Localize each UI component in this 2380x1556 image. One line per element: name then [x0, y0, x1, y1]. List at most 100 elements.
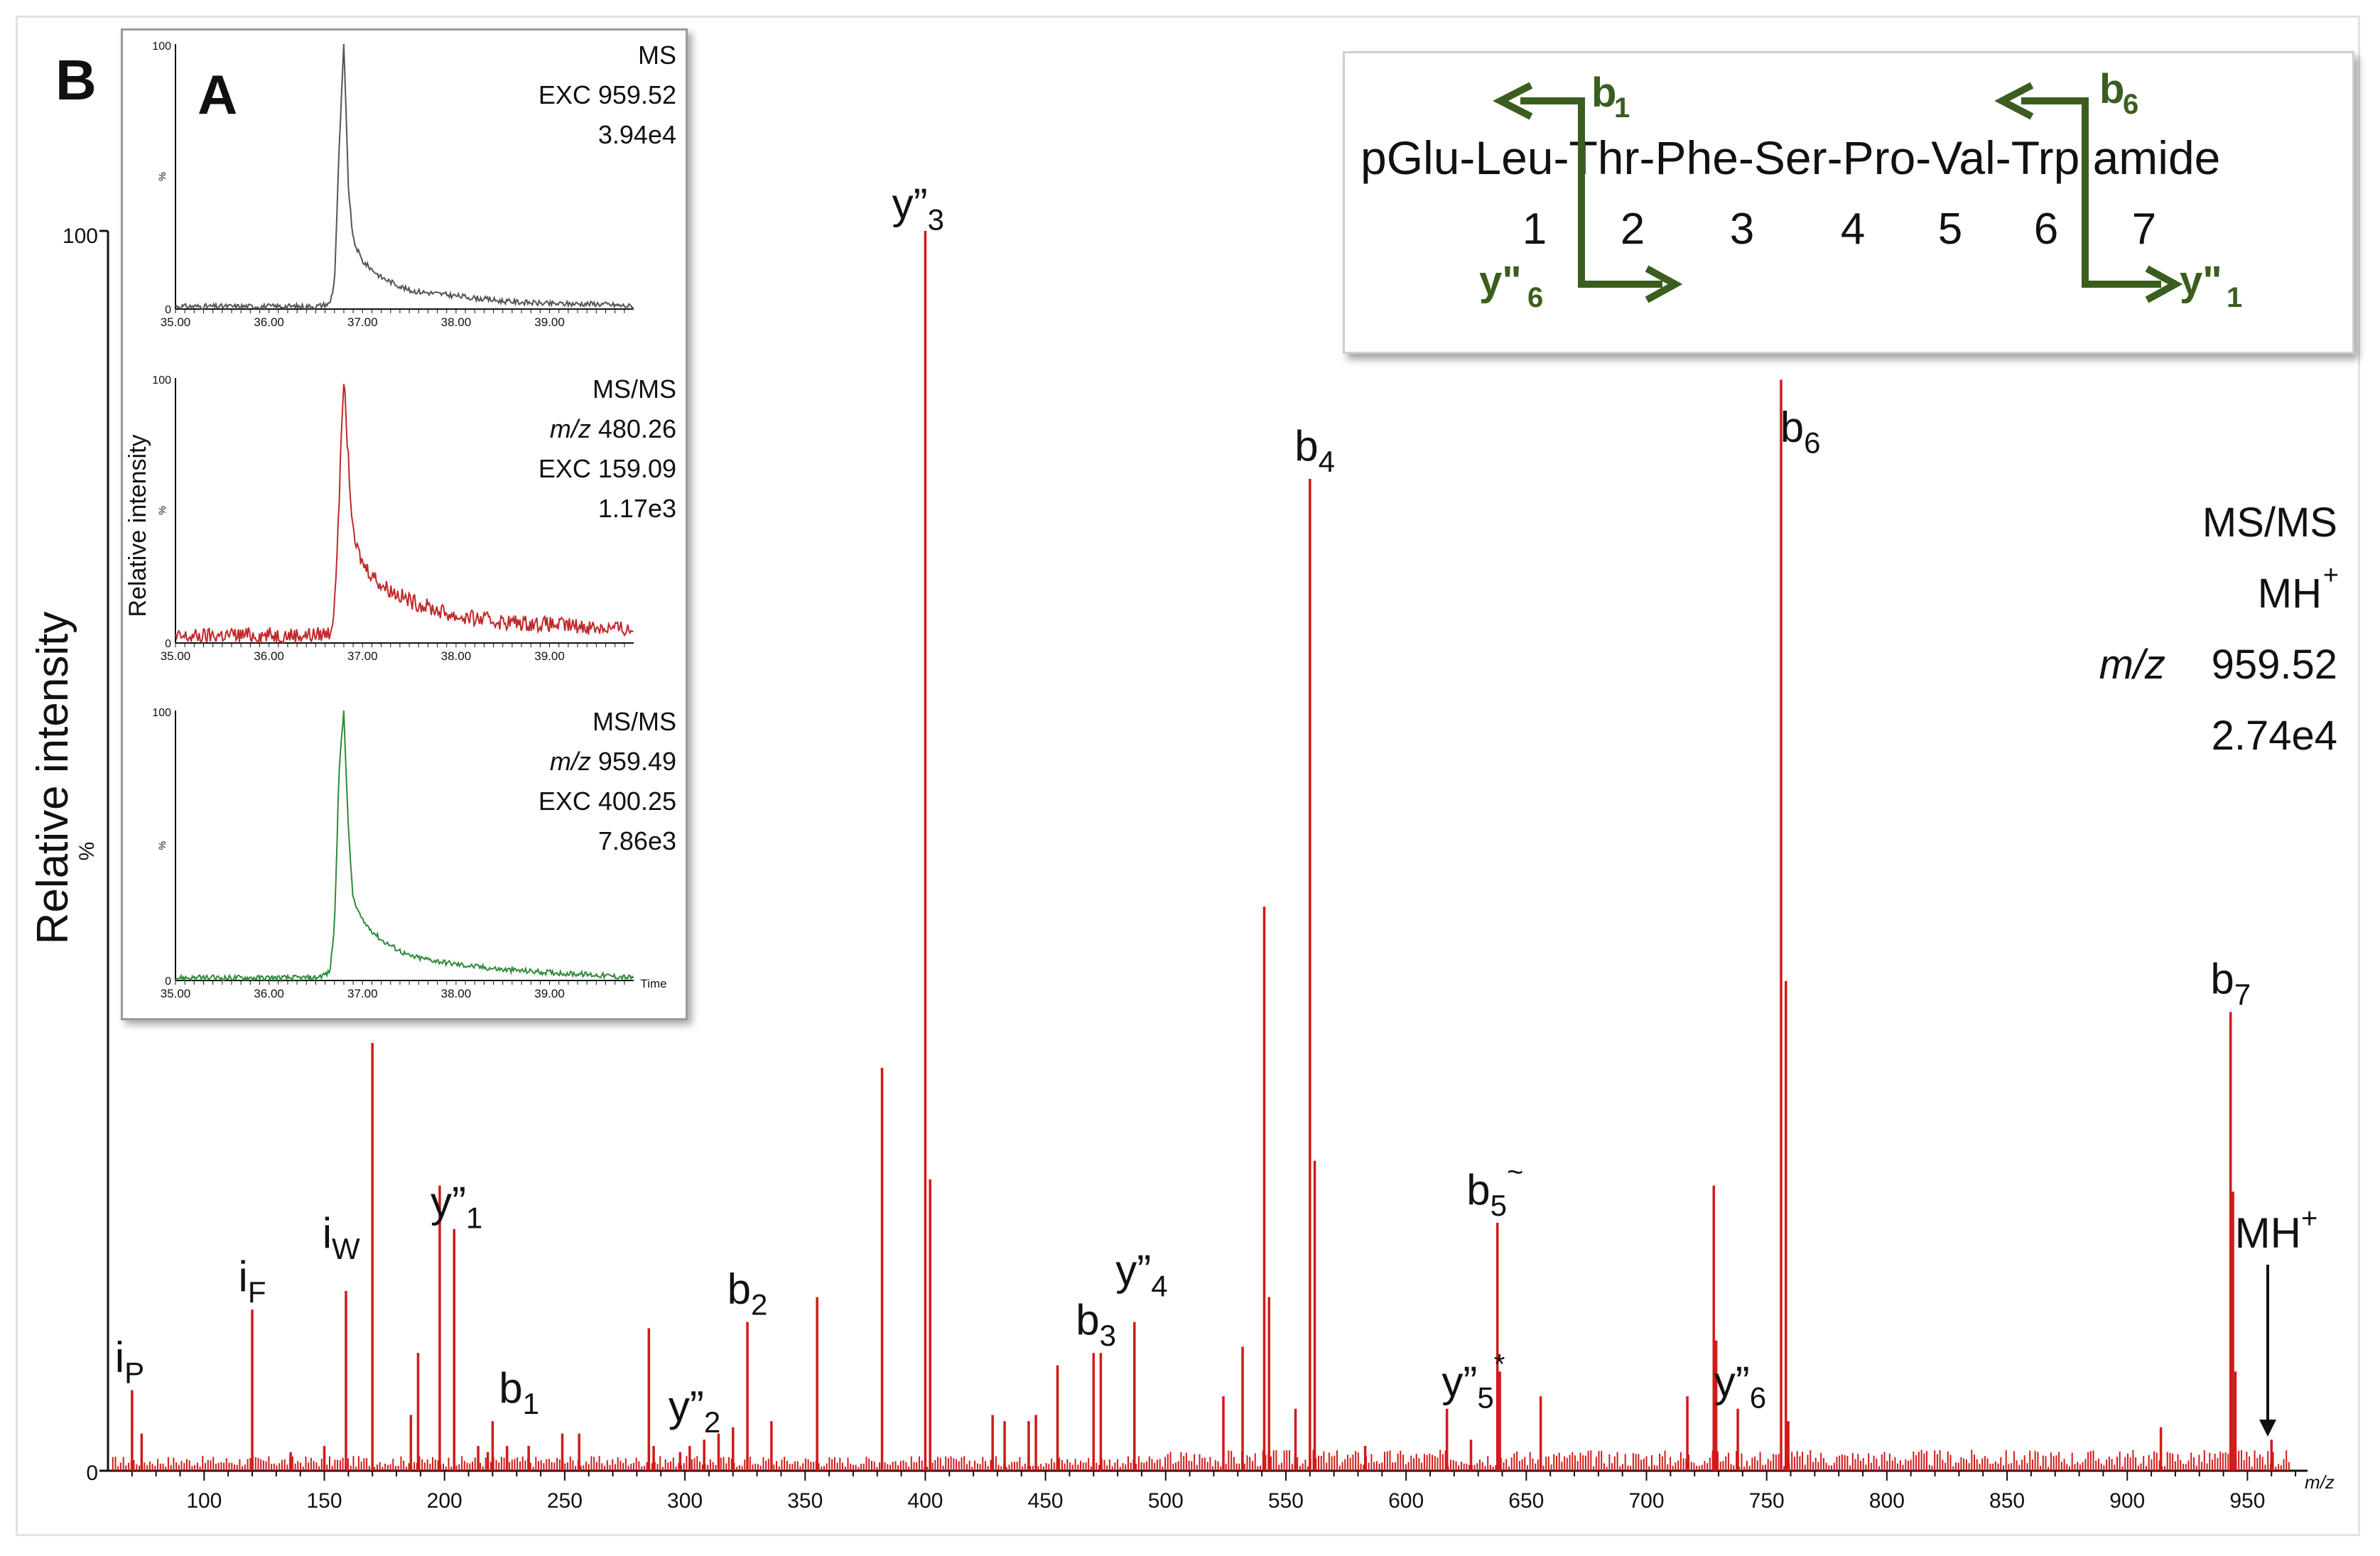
inset-x-tick-label: 36.00	[254, 315, 284, 329]
info-intensity: 2.74e4	[2212, 713, 2337, 759]
label-y6-sub: 6	[1527, 282, 1543, 313]
x-tick-label-400: 400	[907, 1489, 943, 1513]
inset-x-tick-label: 35.00	[161, 315, 191, 329]
x-tick-label-100: 100	[186, 1489, 222, 1513]
inset-trace-3-info-1: m/z 959.49	[550, 747, 676, 776]
b1-arrow-line	[1520, 97, 1585, 284]
x-tick-label-300: 300	[667, 1489, 703, 1513]
position-7: 7	[2132, 205, 2156, 254]
info-mh: MH	[2258, 571, 2322, 617]
label-y1-sub: 1	[2227, 282, 2242, 313]
inset-x-tick-label: 38.00	[441, 987, 472, 1000]
inset-y-tick-100: 100	[152, 707, 171, 719]
info-mz-label: m/z	[2099, 642, 2165, 688]
peak-label-b1: b1	[499, 1364, 539, 1420]
inset-x-tick-label: 36.00	[254, 649, 284, 663]
inset-trace-2-info-3: 1.17e3	[598, 494, 676, 523]
inset-trace-2-info-1: m/z 480.26	[550, 414, 676, 443]
inset-trace-3	[175, 710, 634, 983]
inset-trace-1-info-2: 3.94e4	[598, 120, 676, 149]
b6-arrow-line	[2021, 97, 2089, 284]
inset-y-unit: %	[156, 506, 168, 514]
inset-x-tick-label: 37.00	[347, 315, 378, 329]
label-y1: y"	[2180, 258, 2222, 304]
x-tick-label-500: 500	[1148, 1489, 1184, 1513]
x-tick-label-800: 800	[1869, 1489, 1905, 1513]
position-4: 4	[1841, 205, 1865, 254]
x-tick-label-250: 250	[547, 1489, 583, 1513]
spectrum-y-tick-100: 100	[63, 225, 98, 248]
inset-x-tick-label: 38.00	[441, 649, 472, 663]
x-tick-label-200: 200	[427, 1489, 463, 1513]
inset-y-axis-label: Relative intensity	[124, 434, 151, 617]
panel-label-a: A	[198, 63, 237, 126]
position-1: 1	[1522, 205, 1547, 254]
label-b6: b	[2099, 66, 2124, 112]
panel-label-b: B	[55, 48, 97, 112]
info-mz-value: 959.52	[2212, 642, 2337, 688]
y1-arrow-line	[2082, 101, 2161, 288]
inset-x-tick-label: 39.00	[534, 315, 565, 329]
inset-y-unit: %	[156, 172, 168, 180]
inset-trace-2-info-0: MS/MS	[593, 374, 676, 404]
x-tick-label-550: 550	[1268, 1489, 1304, 1513]
inset-x-tick-label: 39.00	[534, 649, 565, 663]
y6-arrow-line	[1578, 101, 1662, 288]
info-msms: MS/MS	[2202, 499, 2337, 546]
y1-arrow-head	[2145, 265, 2183, 303]
inset-x-tick-label: 39.00	[534, 987, 565, 1000]
x-tick-label-700: 700	[1628, 1489, 1664, 1513]
b6-arrow-head	[1994, 82, 2034, 120]
position-6: 6	[2034, 205, 2058, 254]
inset-y-tick-0: 0	[165, 976, 171, 988]
sequence-positions: 1 2 3 4 5 6 7	[1522, 205, 2156, 254]
inset-trace-3-info-0: MS/MS	[593, 707, 676, 736]
x-tick-label-650: 650	[1508, 1489, 1544, 1513]
x-tick-label-450: 450	[1028, 1489, 1064, 1513]
label-b6-sub: 6	[2123, 89, 2138, 120]
inset-x-tick-label: 37.00	[347, 987, 378, 1000]
x-tick-label-850: 850	[1989, 1489, 2025, 1513]
x-tick-label-750: 750	[1749, 1489, 1785, 1513]
label-b1-sub: 1	[1614, 92, 1630, 124]
label-b1: b	[1591, 70, 1616, 116]
fragment-labels: b 1 b 6 y" 6 y" 1	[1479, 66, 2242, 313]
inset-trace-3-info-3: 7.86e3	[598, 826, 676, 855]
x-tick-label-150: 150	[306, 1489, 342, 1513]
spectrum-y-axis-label: Relative intensity	[28, 612, 77, 945]
inset-plots: 100 0% 35.00 36.00 37.00 38.00 39.00 MS EXC 959.…	[152, 40, 676, 1000]
inset-x-tick-label: 37.00	[347, 649, 378, 663]
x-tick-label-350: 350	[787, 1489, 823, 1513]
inset-x-tick-label: 35.00	[161, 649, 191, 663]
spectrum-peaks	[112, 231, 2290, 1471]
baseline-noise	[112, 1449, 2290, 1471]
inset-trace-1-info-0: MS	[638, 40, 676, 70]
inset-x-tick-label: 36.00	[254, 987, 284, 1000]
inset-x-tick-label: 35.00	[161, 987, 191, 1000]
spectrum-x-unit: m/z	[2305, 1471, 2335, 1493]
fragment-arrows	[1493, 82, 2183, 303]
sequence-box	[1343, 51, 2354, 354]
x-tick-label-600: 600	[1388, 1489, 1424, 1513]
inset-trace-2	[175, 384, 634, 644]
inset-x-tick-label: 38.00	[441, 315, 472, 329]
y6-arrow-head	[1645, 265, 1683, 303]
inset-trace-1	[175, 43, 634, 312]
spectrum-y-unit: %	[75, 842, 99, 861]
inset-y-tick-0: 0	[165, 304, 171, 316]
position-2: 2	[1621, 205, 1645, 254]
inset-y-tick-100: 100	[152, 40, 171, 53]
inset-trace-3-info-2: EXC 400.25	[539, 787, 676, 816]
x-tick-label-950: 950	[2229, 1489, 2265, 1513]
x-tick-label-900: 900	[2109, 1489, 2145, 1513]
peptide-sequence: pGlu-Leu-Thr-Phe-Ser-Pro-Val-Trp amide	[1361, 131, 2220, 184]
peak-label-MH: MH+	[2235, 1203, 2318, 1257]
inset-y-tick-100: 100	[152, 374, 171, 387]
inset-y-unit: %	[156, 841, 168, 850]
label-y6: y"	[1479, 258, 1522, 304]
inset-x-unit: Time	[640, 977, 666, 990]
